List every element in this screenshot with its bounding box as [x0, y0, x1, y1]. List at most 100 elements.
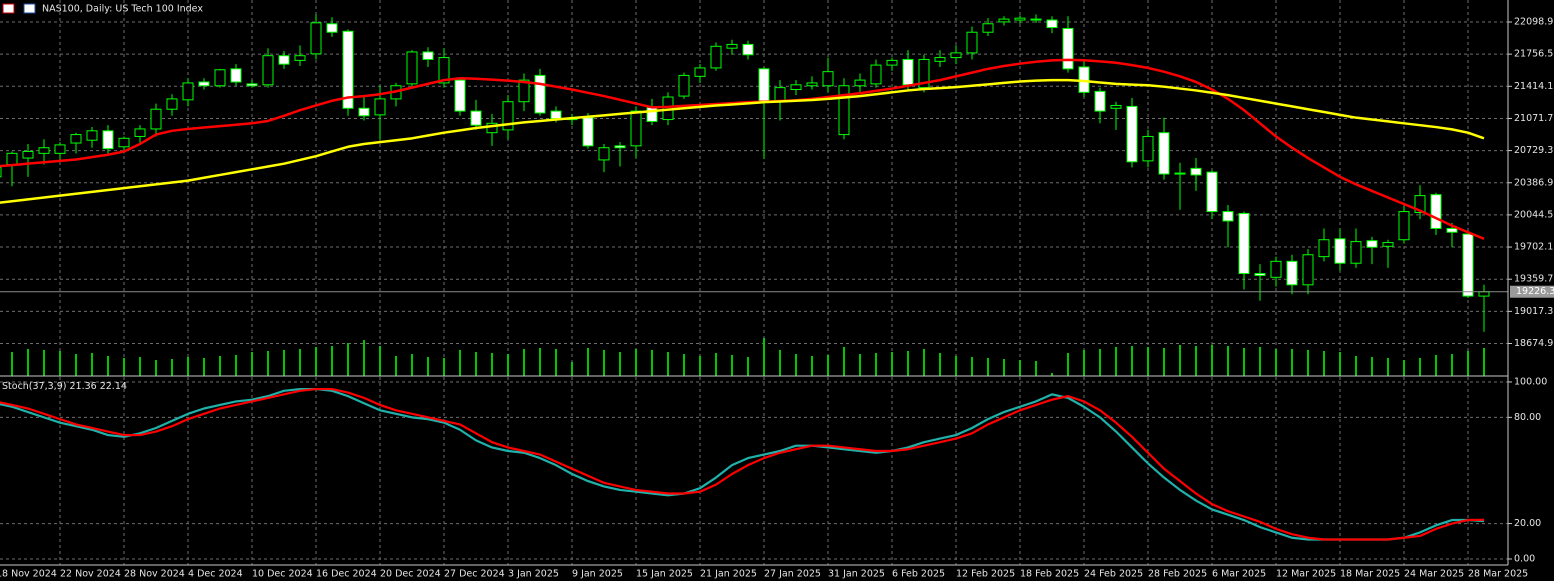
- volume-bar: [315, 347, 317, 376]
- y-tick-label: 100.00: [1514, 376, 1547, 387]
- candle-body: [822, 71, 834, 87]
- candle-body: [1046, 19, 1058, 29]
- x-tick-label: 20 Dec 2024: [380, 569, 441, 580]
- volume-bar: [1227, 346, 1229, 376]
- candle-body: [1414, 195, 1426, 214]
- volume-bar: [923, 349, 925, 376]
- volume-bar: [699, 356, 701, 376]
- candle-body: [1110, 104, 1122, 109]
- candle-body: [870, 64, 882, 85]
- y-tick-label: 21414.1: [1514, 81, 1553, 92]
- volume-bar: [1115, 347, 1117, 376]
- candle-body: [806, 82, 818, 87]
- volume-bar: [443, 358, 445, 376]
- volume-bar: [955, 356, 957, 376]
- x-tick-label: 6 Feb 2025: [892, 569, 945, 580]
- candle-body: [902, 58, 914, 86]
- x-tick-label: 28 Mar 2025: [1468, 569, 1528, 580]
- y-tick-label: 0.00: [1514, 553, 1535, 564]
- volume-bar: [779, 350, 781, 376]
- candle-body: [1478, 291, 1490, 297]
- y-tick-label: 19702.1: [1514, 242, 1553, 253]
- candle-body: [1382, 242, 1394, 247]
- y-tick-label: 19359.7: [1514, 274, 1553, 285]
- volume-bar: [1355, 356, 1357, 376]
- candle-body: [790, 84, 802, 91]
- candle-body: [198, 81, 210, 87]
- candle-body: [998, 18, 1010, 23]
- volume-bar: [1307, 350, 1309, 376]
- volume-bar: [123, 358, 125, 376]
- candle-body: [230, 68, 242, 83]
- candle-body: [326, 23, 338, 33]
- candle-body: [646, 106, 658, 122]
- volume-bar: [1435, 355, 1437, 376]
- volume-bar: [891, 352, 893, 376]
- volume-bar: [347, 343, 349, 376]
- candle-body: [550, 110, 562, 120]
- x-tick-label: 24 Feb 2025: [1084, 569, 1143, 580]
- x-tick-label: 21 Jan 2025: [700, 569, 757, 580]
- x-tick-label: 18 Feb 2025: [1020, 569, 1079, 580]
- candle-body: [182, 82, 194, 101]
- candle-body: [6, 152, 18, 166]
- volume-bar: [1323, 351, 1325, 376]
- candle-body: [1318, 239, 1330, 258]
- volume-bar: [811, 356, 813, 376]
- candle-body: [1190, 167, 1202, 176]
- candle-body: [534, 74, 546, 114]
- candle-body: [422, 51, 434, 60]
- volume-bar: [619, 352, 621, 376]
- candle-body: [1462, 233, 1474, 297]
- volume-bar: [75, 354, 77, 376]
- volume-bar: [203, 358, 205, 376]
- candle-body: [1302, 254, 1314, 286]
- candle-body: [1126, 105, 1138, 163]
- volume-bar: [971, 357, 973, 376]
- y-tick-label: 20386.9: [1514, 177, 1553, 188]
- symbol-icon: [2, 3, 15, 14]
- candle-body: [0, 166, 2, 178]
- volume-bar: [1259, 347, 1261, 376]
- volume-bar: [683, 354, 685, 376]
- x-tick-label: 4 Dec 2024: [188, 569, 243, 580]
- volume-bar: [1035, 361, 1037, 376]
- indicator-title: Stoch(37,3,9) 21.36 22.14: [2, 381, 127, 392]
- volume-bar: [859, 354, 861, 376]
- y-tick-label: 19017.3: [1514, 306, 1553, 317]
- candle-body: [1286, 260, 1298, 286]
- x-tick-label: 3 Jan 2025: [508, 569, 559, 580]
- volume-bar: [235, 355, 237, 376]
- volume-bar: [987, 358, 989, 376]
- volume-bar: [427, 357, 429, 376]
- x-tick-label: 28 Nov 2024: [124, 569, 185, 580]
- period-icon: [23, 3, 36, 14]
- x-tick-label: 18 Mar 2025: [1340, 569, 1400, 580]
- volume-bar: [1083, 350, 1085, 376]
- last-price-box: [1510, 285, 1554, 298]
- x-tick-label: 12 Mar 2025: [1276, 569, 1336, 580]
- x-tick-label: 6 Mar 2025: [1212, 569, 1266, 580]
- volume-bar: [1467, 351, 1469, 376]
- candle-body: [358, 107, 370, 117]
- candle-body: [454, 79, 466, 112]
- volume-bar: [1019, 360, 1021, 376]
- volume-bar: [795, 354, 797, 376]
- candle-body: [262, 55, 274, 86]
- volume-bar: [11, 352, 13, 376]
- x-tick-label: 31 Jan 2025: [828, 569, 885, 580]
- volume-bar: [251, 352, 253, 376]
- candle-body: [726, 43, 738, 49]
- candle-body: [918, 58, 930, 89]
- candle-body: [1430, 194, 1442, 229]
- candle-body: [630, 110, 642, 147]
- volume-bar: [1051, 373, 1053, 376]
- volume-bar: [395, 356, 397, 376]
- volume-bar: [379, 346, 381, 376]
- candle-body: [886, 59, 898, 66]
- candle-body: [278, 55, 290, 65]
- volume-bar: [1179, 345, 1181, 376]
- candle-body: [470, 110, 482, 126]
- volume-bar: [1371, 357, 1373, 376]
